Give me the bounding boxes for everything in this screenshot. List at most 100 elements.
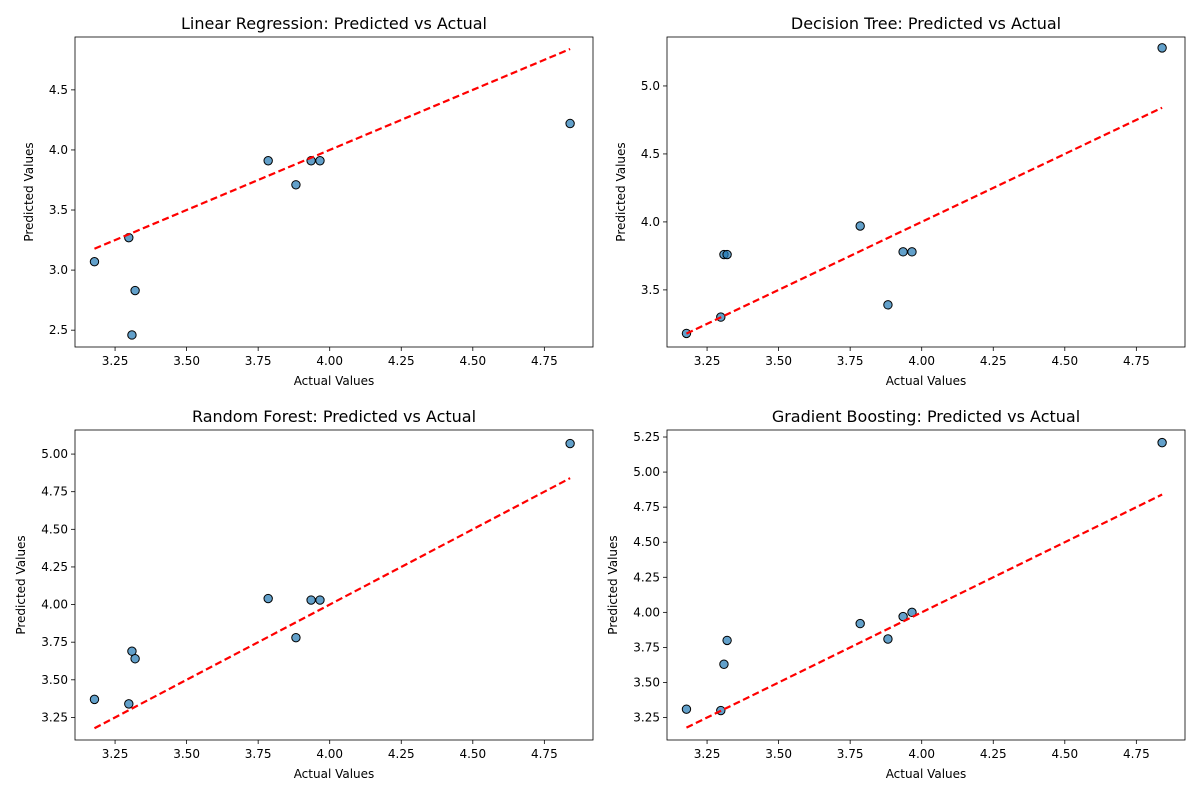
x-tick-label: 4.50 [459,354,486,368]
x-axis-label: Actual Values [886,767,967,781]
plot-frame [74,429,594,741]
x-tick-label: 4.25 [980,747,1007,761]
x-tick-label: 4.50 [1051,354,1078,368]
data-point [89,256,100,267]
x-tick-label: 4.50 [459,747,486,761]
data-point [291,632,301,643]
reference-line [685,106,1163,335]
data-points [89,438,575,709]
plot-frame [666,429,1186,741]
data-point [681,704,692,714]
data-point [565,438,575,449]
data-point [883,300,893,310]
y-tick-label: 2.5 [49,323,68,337]
data-point [722,249,732,260]
data-point [291,180,301,190]
y-tick-label: 4.0 [641,215,660,229]
data-point [855,618,865,629]
y-tick-label: 3.75 [633,640,660,654]
data-point [855,221,865,231]
subplot-1: Linear Regression: Predicted vs Actual 3.… [22,14,594,388]
chart-title: Decision Tree: Predicted vs Actual [791,14,1061,33]
y-tick-label: 5.00 [41,447,68,461]
x-tick-label: 4.00 [316,354,343,368]
reference-line [94,48,571,250]
x-tick-label: 4.25 [388,747,415,761]
y-axis-label: Predicted Values [614,142,628,241]
x-tick-label: 4.75 [1123,354,1150,368]
y-tick-label: 4.5 [641,147,660,161]
data-points [89,118,575,340]
data-point [130,654,140,664]
chart-title: Random Forest: Predicted vs Actual [192,407,476,426]
x-tick-label: 4.25 [980,354,1007,368]
x-tick-label: 4.50 [1051,747,1078,761]
y-tick-label: 3.75 [41,635,68,649]
data-point [907,607,917,618]
y-tick-label: 4.75 [633,500,660,514]
y-tick-label: 4.50 [633,535,660,549]
data-point [130,285,140,296]
x-tick-label: 3.50 [173,354,200,368]
x-axis-label: Actual Values [294,767,375,781]
data-point [883,634,893,644]
y-axis-label: Predicted Values [606,535,620,634]
x-tick-label: 4.00 [908,747,935,761]
data-point [263,156,273,166]
y-tick-label: 5.0 [641,79,660,93]
plot-frame [74,36,594,348]
x-axis-label: Actual Values [294,374,375,388]
data-points [681,43,1167,339]
subplot-4: Gradient Boosting: Predicted vs Actual 3.… [606,407,1186,781]
y-tick-label: 3.50 [633,675,660,689]
x-tick-label: 3.25 [102,747,129,761]
x-tick-label: 3.75 [245,747,272,761]
data-point [124,699,134,709]
data-point [89,694,100,705]
y-tick-label: 3.0 [49,263,68,277]
y-tick-label: 4.0 [49,143,68,157]
data-point [315,156,325,166]
data-point [907,247,917,257]
y-axis-label: Predicted Values [22,142,36,241]
data-point [719,659,729,669]
chart-title: Gradient Boosting: Predicted vs Actual [772,407,1080,426]
x-axis-label: Actual Values [886,374,967,388]
x-tick-label: 3.25 [102,354,129,368]
y-tick-label: 3.50 [41,673,68,687]
data-point [127,330,137,340]
y-tick-label: 3.5 [49,203,68,217]
reference-line [93,477,571,730]
data-points [681,437,1167,716]
subplot-3: Random Forest: Predicted vs Actual 3.25 3.… [14,407,594,781]
y-tick-label: 4.25 [633,570,660,584]
y-tick-label: 5.00 [633,465,660,479]
chart-title: Linear Regression: Predicted vs Actual [181,14,487,33]
x-tick-label: 4.75 [1123,747,1150,761]
y-tick-label: 5.25 [633,430,660,444]
data-point [1157,43,1167,53]
x-tick-label: 3.50 [765,354,792,368]
y-tick-label: 3.25 [633,711,660,725]
x-tick-label: 3.75 [837,747,864,761]
y-tick-label: 4.50 [41,522,68,536]
data-point [565,118,575,129]
x-tick-label: 4.25 [388,354,415,368]
x-tick-label: 3.75 [837,354,864,368]
data-point [1157,437,1167,448]
x-tick-label: 3.75 [245,354,272,368]
y-tick-label: 4.75 [41,485,68,499]
x-tick-label: 4.75 [531,354,558,368]
subplot-2: Decision Tree: Predicted vs Actual 3.25 3.… [614,14,1186,388]
x-tick-label: 4.00 [908,354,935,368]
y-tick-label: 4.25 [41,560,68,574]
reference-line [685,493,1163,729]
y-axis-label: Predicted Values [14,535,28,634]
y-tick-label: 4.00 [633,605,660,619]
x-tick-label: 4.00 [316,747,343,761]
y-tick-label: 3.5 [641,283,660,297]
plot-frame [666,36,1186,348]
x-tick-label: 3.50 [765,747,792,761]
data-point [898,247,908,257]
y-tick-label: 3.25 [41,710,68,724]
